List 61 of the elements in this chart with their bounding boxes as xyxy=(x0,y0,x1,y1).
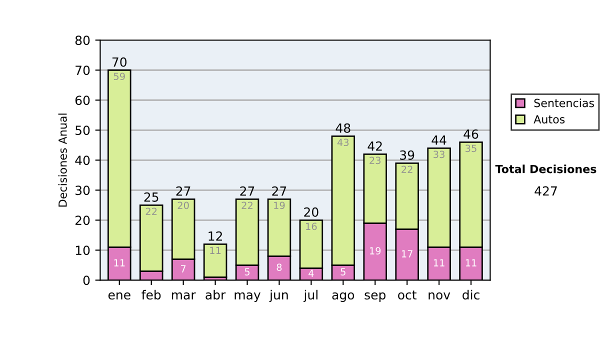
total-label: 12 xyxy=(208,231,222,241)
y-axis-title: Decisiones Anual xyxy=(58,114,67,207)
x-tick-label: ago xyxy=(332,292,354,302)
total-label: 39 xyxy=(400,150,414,160)
data-label: 11 xyxy=(210,246,221,254)
x-tick-label: nov xyxy=(428,292,450,300)
data-label: 43 xyxy=(337,138,349,146)
total-label: 20 xyxy=(304,207,318,217)
x-tick-label: sep xyxy=(364,292,386,302)
text: 427 xyxy=(534,186,557,196)
text: Total Decisiones xyxy=(495,164,596,174)
y-tick-label: 0 xyxy=(83,276,90,286)
y-tick-label: 50 xyxy=(76,126,90,136)
total-label: 27 xyxy=(240,186,254,196)
x-tick-label: oct xyxy=(398,290,416,300)
x-tick-label: jul xyxy=(304,290,318,302)
data-label: 16 xyxy=(306,222,317,230)
y-tick-label: 30 xyxy=(76,186,90,196)
total-label: 25 xyxy=(144,192,158,202)
total-label: 46 xyxy=(464,129,478,139)
total-label: 70 xyxy=(112,57,127,67)
data-label: 4 xyxy=(308,270,314,277)
x-tick-label: feb xyxy=(142,290,161,300)
bar xyxy=(203,243,228,278)
x-tick-label: abr xyxy=(206,290,226,300)
y-tick-label: 70 xyxy=(76,66,90,76)
x-tick-label: jun xyxy=(269,290,288,302)
y-tick-label: 10 xyxy=(76,246,90,256)
y-tick-label: 20 xyxy=(75,216,90,226)
data-label: 5 xyxy=(340,268,346,276)
data-label: 59 xyxy=(114,72,125,80)
total-label: 27 xyxy=(176,186,190,196)
data-label: 5 xyxy=(244,268,250,276)
data-label: 11 xyxy=(114,259,125,266)
x-tick-label: mar xyxy=(172,292,196,300)
legend-label: Autos xyxy=(534,115,565,124)
data-label: 20 xyxy=(178,202,189,210)
x-tick-label: may xyxy=(234,292,260,302)
data-label: 7 xyxy=(181,265,186,272)
data-label: 22 xyxy=(146,208,157,215)
x-tick-label: ene xyxy=(108,292,130,300)
y-tick-label: 60 xyxy=(75,96,90,106)
data-label: 23 xyxy=(370,156,381,164)
data-label: 19 xyxy=(370,247,381,254)
y-tick-label: 80 xyxy=(75,36,90,46)
y-tick-label: 40 xyxy=(75,156,90,166)
legend-label: Sentencias xyxy=(534,98,594,108)
total-label: 44 xyxy=(432,136,446,145)
total-label: 48 xyxy=(336,123,350,133)
data-label: 11 xyxy=(466,259,476,266)
data-label: 33 xyxy=(434,150,444,158)
data-label: 8 xyxy=(276,264,282,271)
data-label: 22 xyxy=(402,166,412,173)
data-label: 22 xyxy=(242,202,252,209)
total-label: 42 xyxy=(368,141,382,151)
data-label: 17 xyxy=(402,250,412,258)
data-label: 19 xyxy=(274,202,285,210)
data-label: 11 xyxy=(434,259,444,266)
data-label: 35 xyxy=(466,144,476,152)
total-label: 27 xyxy=(272,186,286,196)
x-tick-label: dic xyxy=(462,290,480,300)
